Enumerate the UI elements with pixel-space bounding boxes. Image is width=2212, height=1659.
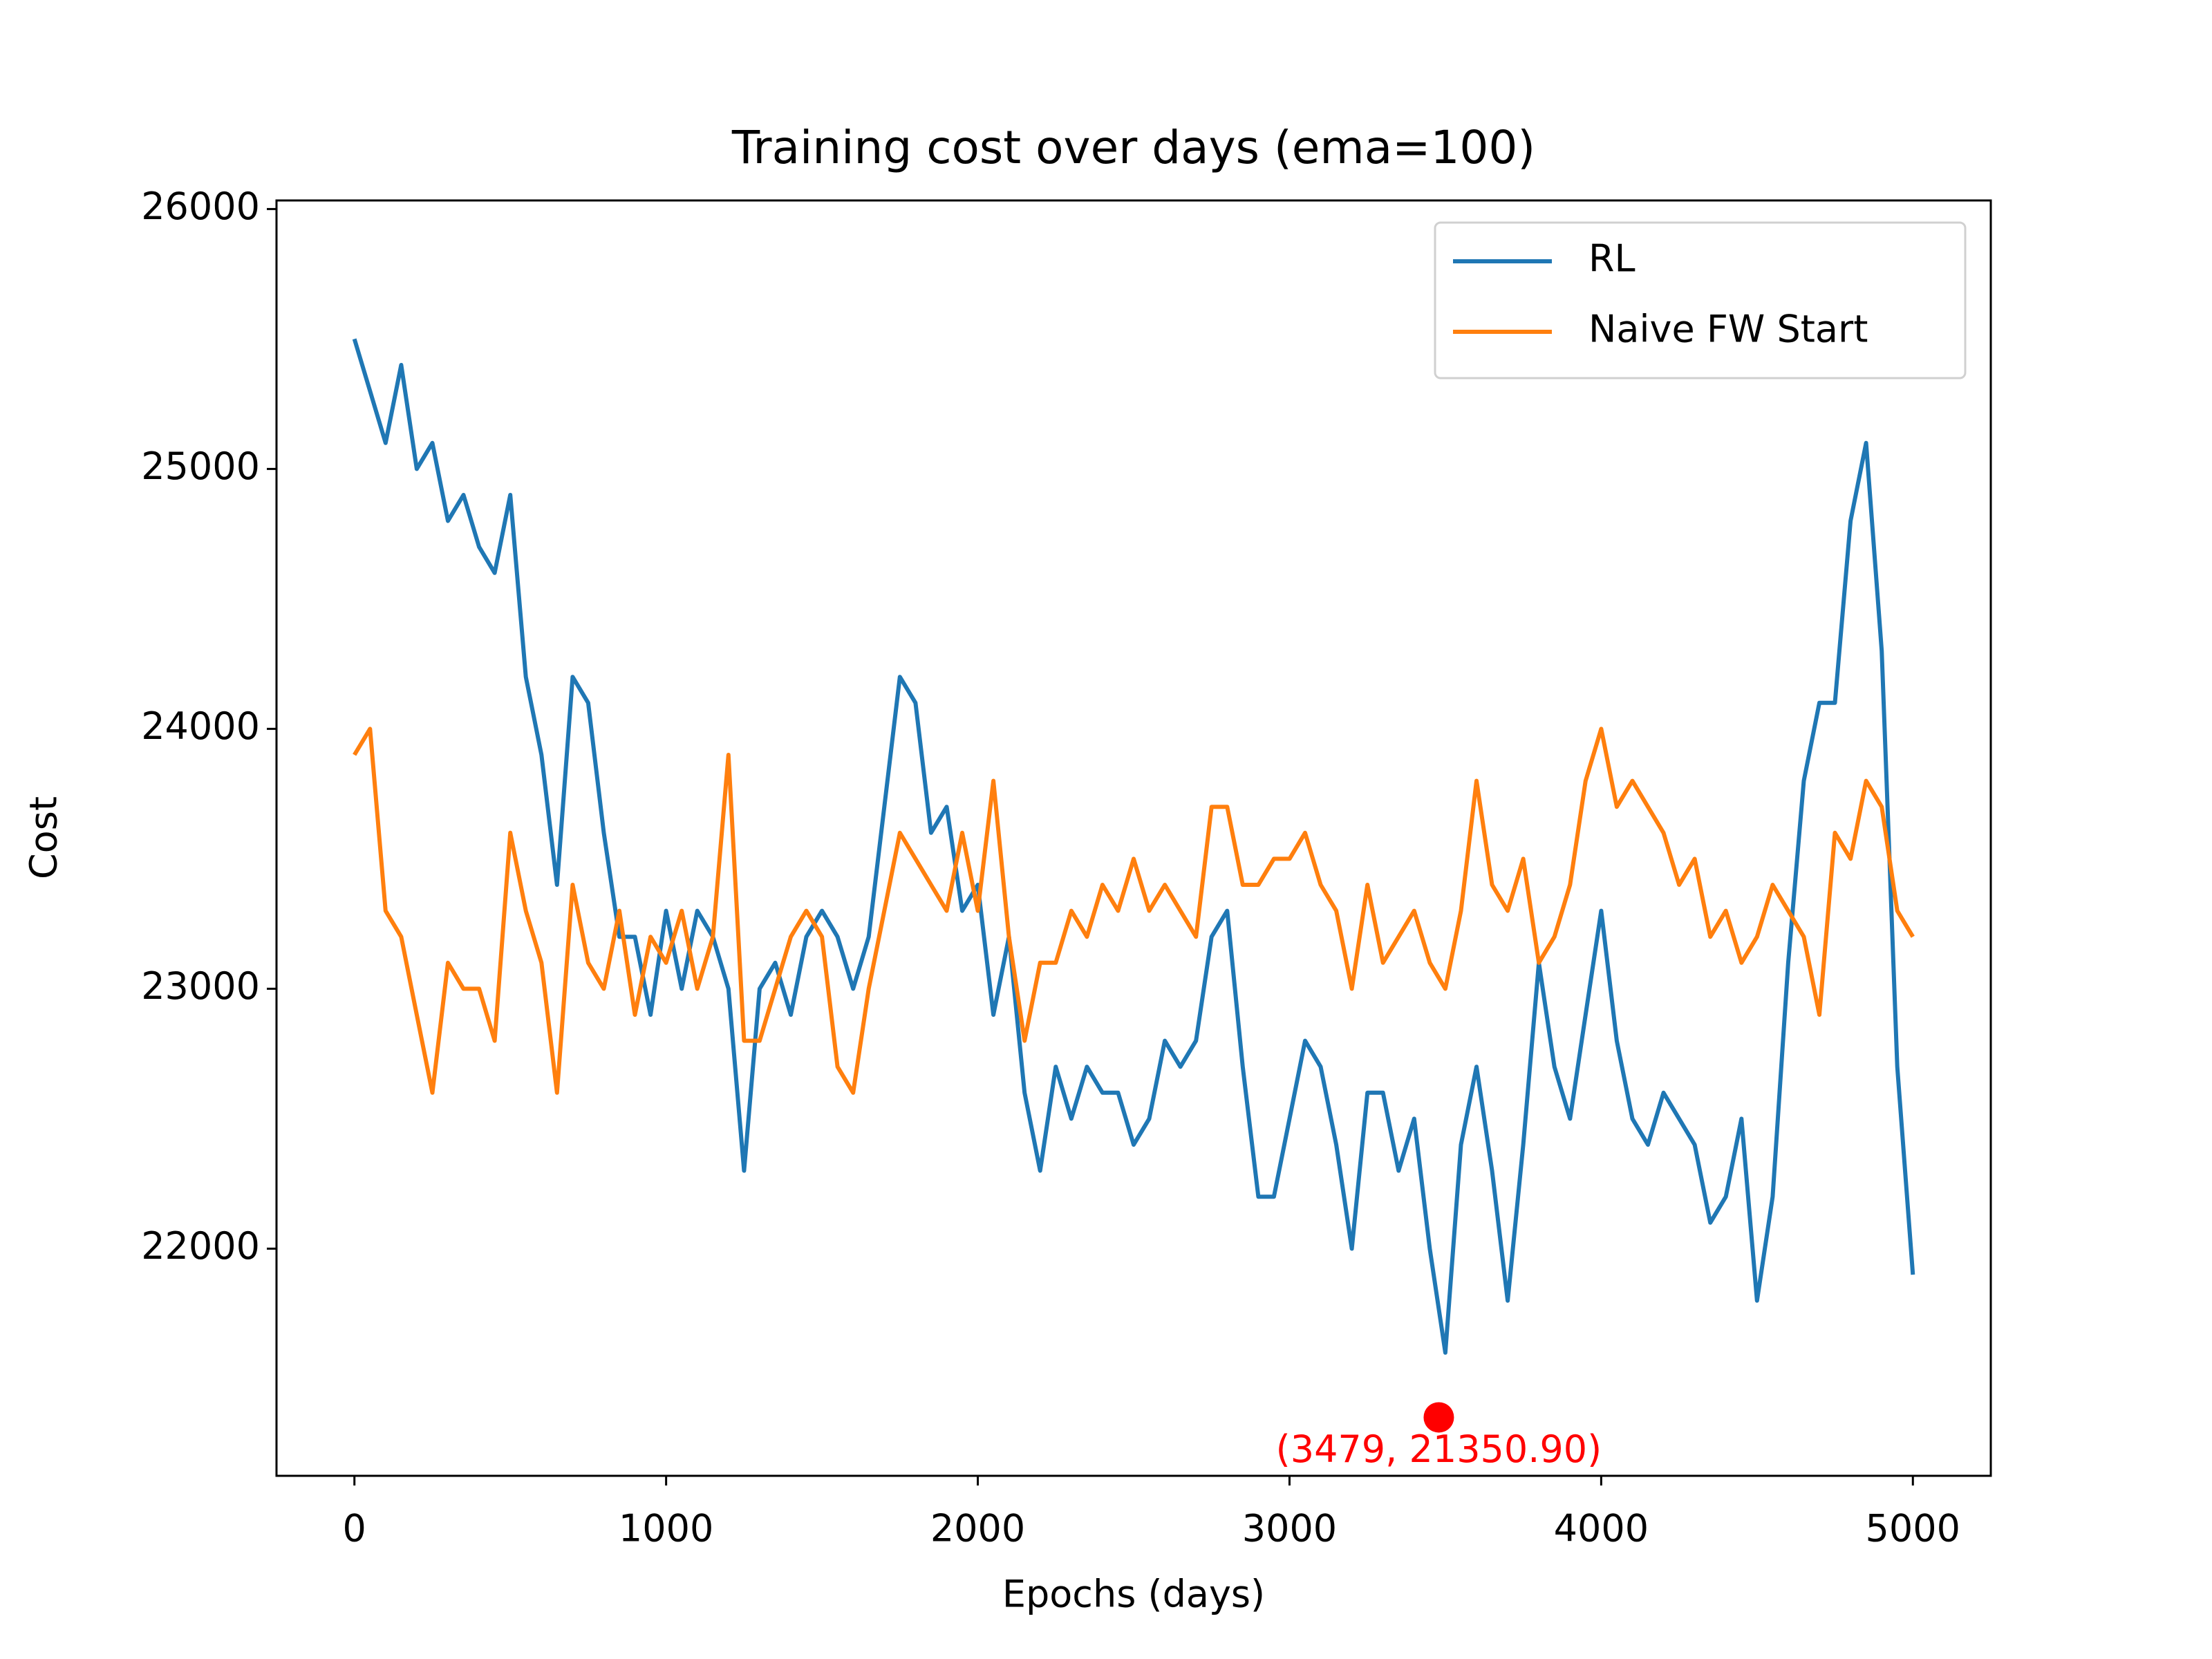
y-tick-label: 23000 — [141, 964, 260, 1008]
x-tick-label: 4000 — [1554, 1507, 1649, 1550]
x-tick-label: 2000 — [930, 1507, 1025, 1550]
y-tick-label: 22000 — [141, 1224, 260, 1268]
annotation-label: (3479, 21350.90) — [1276, 1427, 1602, 1471]
x-tick-label: 1000 — [619, 1507, 713, 1550]
x-tick-label: 5000 — [1866, 1507, 1960, 1550]
legend-label: Naive FW Start — [1588, 308, 1868, 351]
annotation-marker — [1423, 1402, 1454, 1433]
chart-title: Training cost over days (ema=100) — [731, 121, 1535, 174]
x-axis-label: Epochs (days) — [1002, 1573, 1265, 1616]
y-tick-label: 25000 — [141, 444, 260, 488]
series-line — [353, 727, 1915, 1095]
x-tick-label: 3000 — [1242, 1507, 1337, 1550]
y-tick-label: 26000 — [141, 185, 260, 228]
y-tick-label: 24000 — [141, 704, 260, 748]
legend-box — [1434, 221, 1967, 379]
series-line — [352, 338, 1915, 1355]
x-tick-label: 0 — [343, 1507, 366, 1550]
legend-label: RL — [1588, 237, 1635, 281]
y-axis-label: Cost — [22, 796, 66, 879]
plot-frame — [275, 199, 1992, 1477]
